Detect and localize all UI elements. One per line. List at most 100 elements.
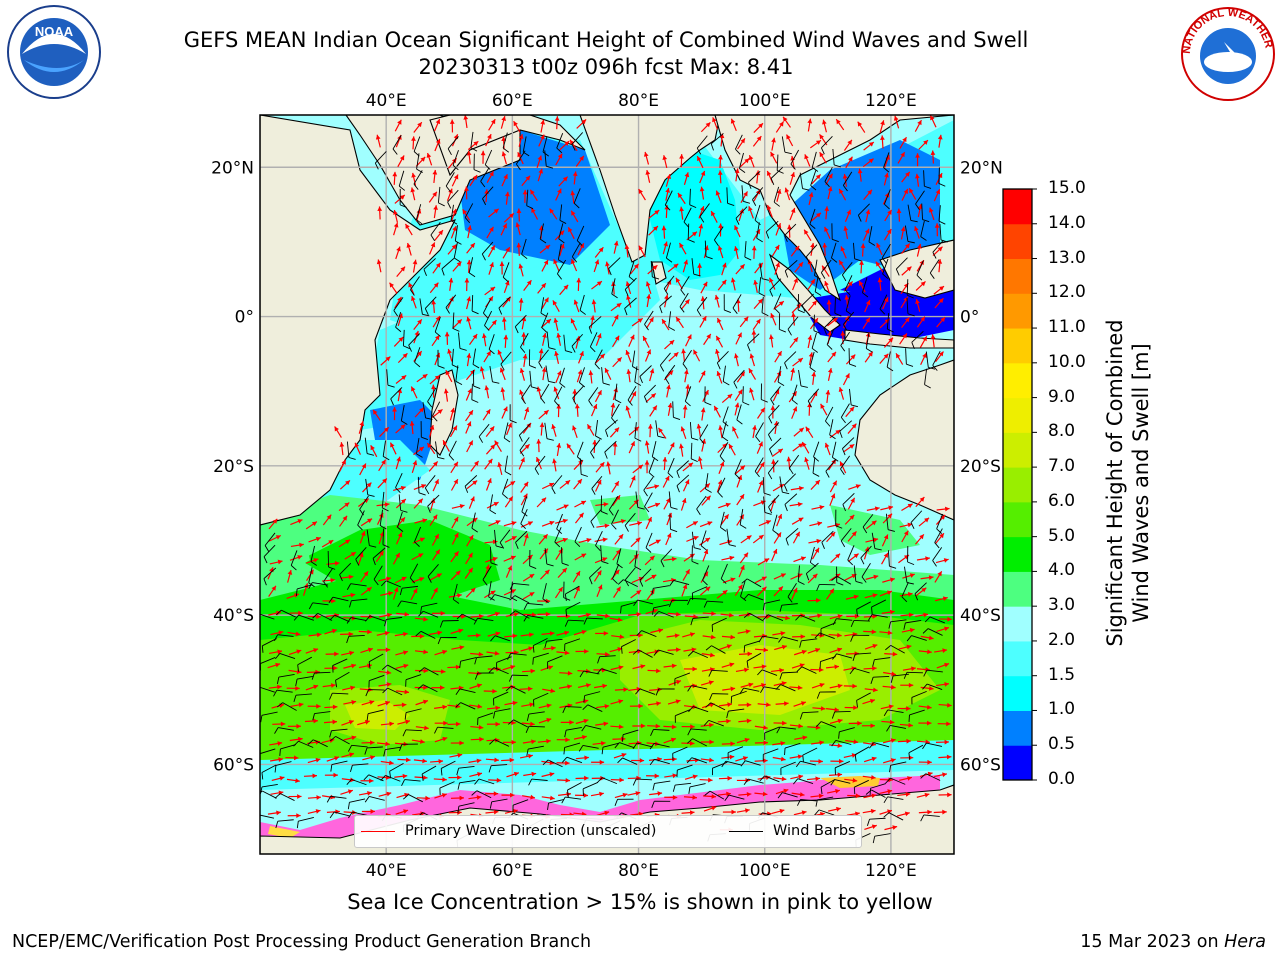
wave-arrow-head [424, 725, 429, 731]
wave-arrow-head [693, 614, 698, 620]
wind-barb [719, 511, 725, 528]
wave-arrow-head [615, 495, 621, 501]
wave-arrow-head [940, 317, 946, 323]
wind-barb-flag [763, 492, 771, 496]
wave-arrow-head [903, 530, 909, 536]
wave-arrow-head [401, 702, 407, 708]
legend-barb-label: Wind Barbs [773, 823, 856, 839]
wave-arrow-head [479, 736, 484, 742]
wave-arrow-head [554, 351, 559, 356]
wind-barb [520, 508, 528, 524]
wave-arrow-head [703, 549, 709, 555]
wind-barb [717, 351, 729, 364]
wind-barb [636, 778, 653, 781]
wave-arrow-head [793, 277, 798, 283]
wave-arrow-head [786, 456, 792, 462]
wave-arrow-head [917, 243, 922, 249]
wave-arrow-head [349, 650, 354, 656]
wind-barb [744, 640, 761, 647]
wind-barb [448, 440, 457, 456]
wind-barb [797, 778, 814, 784]
wind-barb-flag [660, 560, 665, 568]
wind-barb [464, 475, 478, 487]
wave-arrow-head [334, 612, 339, 618]
wave-arrow-head [646, 349, 652, 355]
wave-arrow-head [883, 353, 889, 359]
wind-barb [871, 614, 888, 618]
wind-barb-flag [735, 148, 741, 155]
wind-barb [653, 728, 670, 731]
wind-barb-flag [346, 617, 352, 624]
wind-barb-flag [705, 488, 712, 493]
wind-barb [586, 617, 603, 620]
wind-barb-flag [761, 312, 769, 317]
wind-barb-flag [733, 382, 738, 389]
wind-barb-flag [424, 487, 430, 495]
colorbar [1002, 188, 1037, 781]
wave-arrow-head [870, 698, 875, 704]
wind-barb [458, 332, 461, 349]
wind-barb-flag [403, 345, 410, 350]
wind-barb [528, 745, 544, 750]
wave-arrow-head [852, 778, 858, 783]
wave-arrow-head [316, 703, 321, 709]
wave-arrow-head [528, 632, 534, 638]
wind-barb-flag [634, 566, 642, 571]
wave-arrow-head [549, 520, 555, 526]
wave-arrow-head [499, 367, 505, 373]
wave-arrow-head [855, 793, 861, 799]
wind-barb [927, 628, 943, 636]
wind-barb-flag [895, 268, 900, 276]
wave-arrow-head [412, 588, 418, 594]
wind-barb [820, 656, 836, 662]
colorbar-tick-label: 5.0 [1048, 525, 1076, 546]
wind-barb-flag [457, 806, 460, 814]
wave-arrow-head [545, 244, 551, 250]
wind-barb [582, 745, 599, 749]
wind-barb-flag [478, 436, 484, 443]
wind-barb [494, 739, 510, 747]
wave-arrow-head [516, 242, 522, 248]
colorbar-segment [1003, 501, 1032, 538]
wave-arrow-head [463, 115, 469, 120]
wave-arrow-head [770, 405, 776, 410]
wind-barb [496, 656, 512, 663]
wind-barb [689, 188, 691, 205]
wave-arrow-head [509, 213, 514, 219]
wave-arrow-head [871, 520, 877, 526]
wind-barb [588, 387, 599, 401]
wind-barb [547, 655, 563, 663]
wind-barb [820, 721, 837, 728]
wave-arrow-head [774, 389, 780, 395]
wave-arrow-head [714, 405, 719, 411]
wave-arrow-head [748, 206, 753, 212]
wind-barb [437, 726, 454, 729]
wind-barb [764, 599, 781, 604]
wind-barb [664, 364, 676, 379]
wind-barb [576, 225, 585, 241]
wave-arrow-head [867, 189, 872, 195]
wind-barb [871, 599, 887, 608]
wind-barb-flag [261, 645, 264, 653]
wave-arrow-head [730, 277, 736, 283]
wind-barb-flag [652, 456, 659, 462]
wave-arrow-head [417, 122, 422, 128]
wave-arrow-head [569, 719, 574, 725]
wind-barb-flag [872, 659, 875, 667]
wave-arrow-head [865, 332, 871, 338]
wind-barb [911, 330, 924, 343]
wave-arrow-head [443, 440, 448, 446]
wave-arrow-head [755, 189, 761, 195]
wind-barb [813, 441, 820, 457]
wave-arrow-head [494, 650, 500, 656]
wind-barb-flag [474, 657, 478, 665]
wave-arrow-head [739, 494, 745, 500]
wind-barb-flag [773, 201, 780, 207]
wind-barb-flag [611, 293, 618, 299]
wind-barb [484, 149, 493, 165]
wind-barb-flag [393, 310, 399, 317]
wind-barb-flag [800, 385, 808, 388]
wave-arrow-head [888, 505, 894, 511]
wave-arrow-head [538, 348, 544, 354]
wave-arrow-head [531, 739, 536, 745]
